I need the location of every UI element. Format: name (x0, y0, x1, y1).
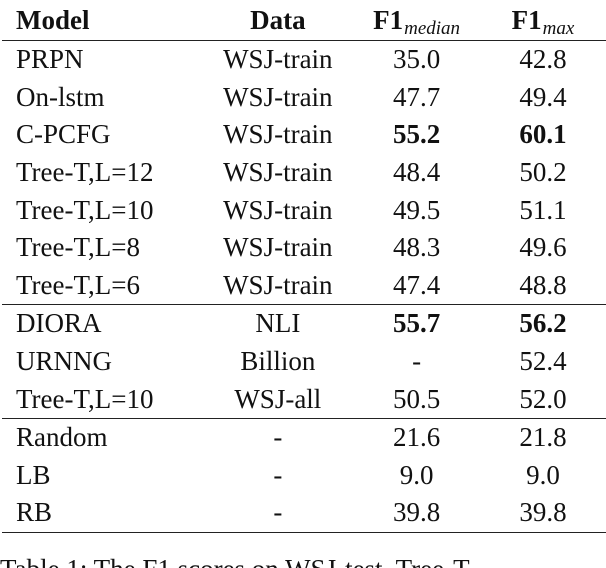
cell-f1-max: 48.8 (519, 269, 567, 300)
table-row: Tree-T,L=8 WSJ-train 48.3 49.6 (2, 229, 606, 267)
table-row: C-PCFG WSJ-train 55.2 60.1 (2, 116, 606, 154)
table-row: DIORA NLI 55.7 56.2 (2, 305, 606, 343)
cell-f1-max: 49.6 (519, 232, 567, 263)
cell-model: On-lstm (16, 81, 105, 112)
cell-f1-max: 50.2 (519, 157, 567, 188)
cell-data: WSJ-train (223, 194, 333, 225)
cell-model: C-PCFG (16, 119, 111, 150)
header-f1-max-sub: max (542, 17, 575, 39)
cell-f1-median: 39.8 (392, 497, 441, 528)
cell-model: RB (16, 497, 53, 528)
cell-f1-median: 47.7 (392, 81, 441, 112)
cell-f1-max: 60.1 (519, 119, 567, 150)
cell-data: WSJ-all (234, 383, 322, 414)
header-f1-max-main: F1 (511, 4, 542, 35)
cell-f1-max: 52.0 (519, 383, 567, 414)
cell-f1-max: 49.4 (519, 81, 567, 112)
results-table-container: Model Data F1median F1max PRPN WSJ-train 3… (2, 0, 606, 533)
cell-data: WSJ-train (223, 269, 333, 300)
cell-model: PRPN (16, 44, 84, 75)
header-f1-median-main: F1 (373, 4, 404, 35)
table-header: Model Data F1median F1max (2, 0, 606, 41)
cell-f1-median: 47.4 (392, 269, 441, 300)
table-row: Tree-T,L=10 WSJ-train 49.5 51.1 (2, 191, 606, 229)
table-row: PRPN WSJ-train 35.0 42.8 (2, 41, 606, 79)
cell-f1-max: 9.0 (526, 459, 560, 490)
header-model: Model (16, 4, 90, 35)
header-f1-max: F1max (480, 0, 606, 41)
cell-f1-median: - (412, 346, 422, 377)
cell-f1-median: 21.6 (392, 422, 441, 453)
cell-f1-median: 49.5 (392, 194, 441, 225)
cell-data: - (273, 497, 283, 528)
header-f1-median-sub: median (404, 17, 461, 39)
cell-f1-max: 51.1 (519, 194, 567, 225)
cell-model: Tree-T,L=8 (16, 232, 140, 263)
header-row: Model Data F1median F1max (2, 0, 606, 41)
cell-model: Tree-T,L=10 (16, 194, 154, 225)
cell-model: Random (16, 422, 108, 453)
table-body: PRPN WSJ-train 35.0 42.8 On-lstm WSJ-train 47.… (2, 41, 606, 533)
header-data: Data (250, 4, 306, 35)
cell-model: URNNG (16, 346, 113, 377)
cell-f1-max: 52.4 (519, 346, 567, 377)
table-caption: Table 1: The F1 scores on WSJ-test. Tree… (0, 556, 606, 568)
table-row: Tree-T,L=12 WSJ-train 48.4 50.2 (2, 154, 606, 192)
cell-data: - (273, 459, 283, 490)
table-row: LB - 9.0 9.0 (2, 457, 606, 495)
cell-f1-max: 39.8 (519, 497, 567, 528)
cell-f1-median: 48.3 (392, 232, 441, 263)
cell-data: Billion (240, 346, 316, 377)
cell-f1-max: 42.8 (519, 44, 567, 75)
cell-data: WSJ-train (223, 81, 333, 112)
results-table: Model Data F1median F1max PRPN WSJ-train 3… (2, 0, 606, 533)
cell-data: - (273, 422, 283, 453)
cell-f1-median: 35.0 (392, 44, 441, 75)
cell-model: DIORA (16, 308, 102, 339)
cell-f1-median: 55.7 (392, 308, 441, 339)
table-row: URNNG Billion - 52.4 (2, 343, 606, 381)
cell-model: Tree-T,L=6 (16, 269, 140, 300)
cell-f1-median: 55.2 (392, 119, 441, 150)
cell-model: Tree-T,L=10 (16, 383, 154, 414)
cell-f1-median: 48.4 (392, 157, 441, 188)
cell-f1-median: 50.5 (392, 383, 441, 414)
cell-data: WSJ-train (223, 157, 333, 188)
cell-f1-median: 9.0 (399, 459, 434, 490)
caption-text: Table 1: The F1 scores on WSJ-test. Tree… (0, 556, 606, 568)
cell-f1-max: 21.8 (519, 422, 567, 453)
cell-data: WSJ-train (223, 119, 333, 150)
header-f1-median: F1median (353, 0, 480, 41)
cell-data: WSJ-train (223, 232, 333, 263)
cell-model: LB (16, 459, 51, 490)
table-row: Tree-T,L=10 WSJ-all 50.5 52.0 (2, 380, 606, 419)
cell-model: Tree-T,L=12 (16, 157, 154, 188)
cell-data: WSJ-train (223, 44, 333, 75)
table-row: Random - 21.6 21.8 (2, 418, 606, 456)
cell-f1-max: 56.2 (519, 308, 567, 339)
table-row: RB - 39.8 39.8 (2, 494, 606, 533)
cell-data: NLI (255, 308, 301, 339)
table-row: On-lstm WSJ-train 47.7 49.4 (2, 79, 606, 117)
table-row: Tree-T,L=6 WSJ-train 47.4 48.8 (2, 267, 606, 305)
